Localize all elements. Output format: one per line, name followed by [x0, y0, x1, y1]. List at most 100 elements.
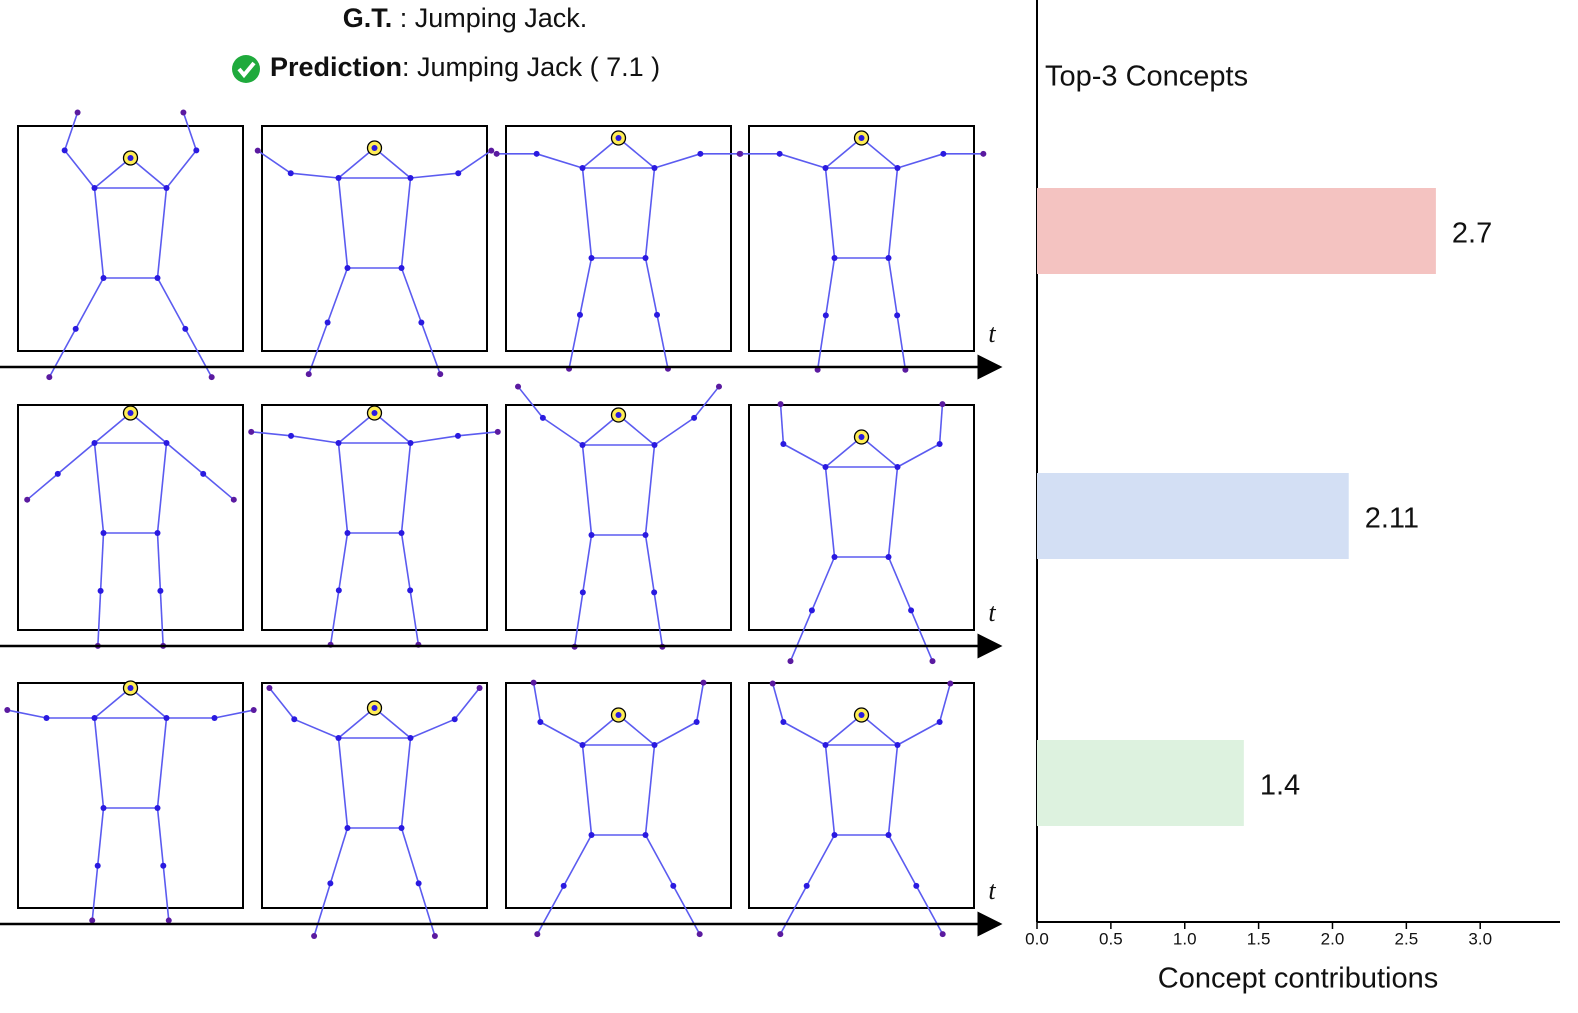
bone	[824, 436, 863, 468]
joint	[615, 712, 622, 718]
bone	[290, 435, 339, 444]
bone	[824, 744, 836, 836]
gt-label: G.T.	[343, 3, 393, 33]
bone	[532, 682, 542, 723]
time-label: t	[988, 598, 996, 627]
joint	[100, 530, 107, 536]
skeleton-frame	[736, 125, 987, 373]
joint	[670, 882, 677, 889]
bone	[373, 412, 412, 444]
bone	[329, 590, 340, 645]
bone	[672, 885, 701, 935]
joint	[697, 150, 704, 157]
frame-box	[17, 682, 244, 909]
joint	[208, 374, 215, 381]
joint	[163, 440, 170, 446]
joint	[165, 917, 172, 924]
joint	[615, 135, 622, 141]
bone	[7, 709, 47, 719]
bone	[268, 687, 295, 720]
skeleton-frame	[248, 404, 501, 648]
skeleton-frame	[493, 125, 744, 372]
frame-box	[505, 125, 732, 352]
joint	[579, 442, 586, 448]
bone	[99, 532, 105, 591]
bone	[165, 442, 204, 475]
skeleton-frame	[261, 682, 488, 939]
joint	[335, 175, 342, 181]
joint	[691, 414, 698, 421]
joint	[588, 255, 595, 261]
bone	[782, 721, 826, 746]
x-tick-label: 1.5	[1247, 929, 1271, 948]
bone	[779, 404, 785, 445]
joint	[579, 165, 586, 171]
bone	[329, 827, 349, 884]
bone	[182, 112, 198, 151]
bone	[308, 322, 329, 375]
bone	[373, 147, 412, 179]
joint	[530, 679, 537, 686]
joint	[398, 530, 405, 536]
bone	[400, 532, 411, 591]
skeleton-frame	[505, 679, 732, 938]
joint	[515, 383, 522, 390]
bone	[337, 737, 349, 829]
bone	[644, 257, 658, 316]
joint	[539, 414, 546, 421]
frame-box	[17, 404, 244, 631]
bone	[915, 885, 944, 935]
joint	[885, 255, 892, 261]
bone	[202, 473, 235, 501]
frame-box	[261, 404, 488, 631]
bone	[771, 683, 785, 723]
bone	[695, 682, 705, 723]
joint	[579, 742, 586, 748]
joint	[885, 554, 892, 560]
joint	[822, 464, 829, 470]
bone	[129, 687, 168, 719]
bone	[562, 834, 593, 887]
joint	[476, 684, 483, 691]
bone	[517, 386, 544, 419]
time-label: t	[988, 319, 996, 348]
joint	[588, 532, 595, 538]
bone	[48, 328, 77, 378]
joint	[894, 312, 901, 319]
joint	[803, 882, 810, 889]
joint	[154, 805, 161, 811]
joint	[371, 145, 378, 151]
bone	[454, 687, 481, 720]
bone	[896, 315, 907, 370]
bone	[581, 167, 593, 259]
bone	[617, 414, 656, 446]
joint	[324, 319, 331, 326]
x-tick-label: 3.0	[1468, 929, 1492, 948]
joint	[488, 147, 495, 154]
bone	[887, 834, 918, 887]
bone	[214, 709, 254, 719]
skeleton-frame	[17, 404, 244, 649]
bone	[581, 714, 620, 746]
bone	[97, 590, 102, 646]
pred-text: : Jumping Jack ( 7.1 )	[402, 52, 660, 82]
joint	[894, 742, 901, 748]
joint	[980, 150, 987, 157]
joint	[398, 265, 405, 271]
joint	[180, 109, 187, 116]
bone	[811, 556, 836, 611]
joint	[651, 442, 658, 448]
bone	[536, 885, 565, 935]
bone	[93, 187, 105, 279]
bone	[91, 865, 99, 921]
joint	[127, 410, 134, 416]
value-label: 2.11	[1365, 503, 1419, 535]
joint	[97, 587, 104, 594]
joint	[777, 931, 784, 938]
bone	[887, 744, 899, 836]
joint	[534, 931, 541, 938]
bone	[860, 436, 899, 468]
joint	[407, 175, 414, 181]
joint	[831, 832, 838, 838]
